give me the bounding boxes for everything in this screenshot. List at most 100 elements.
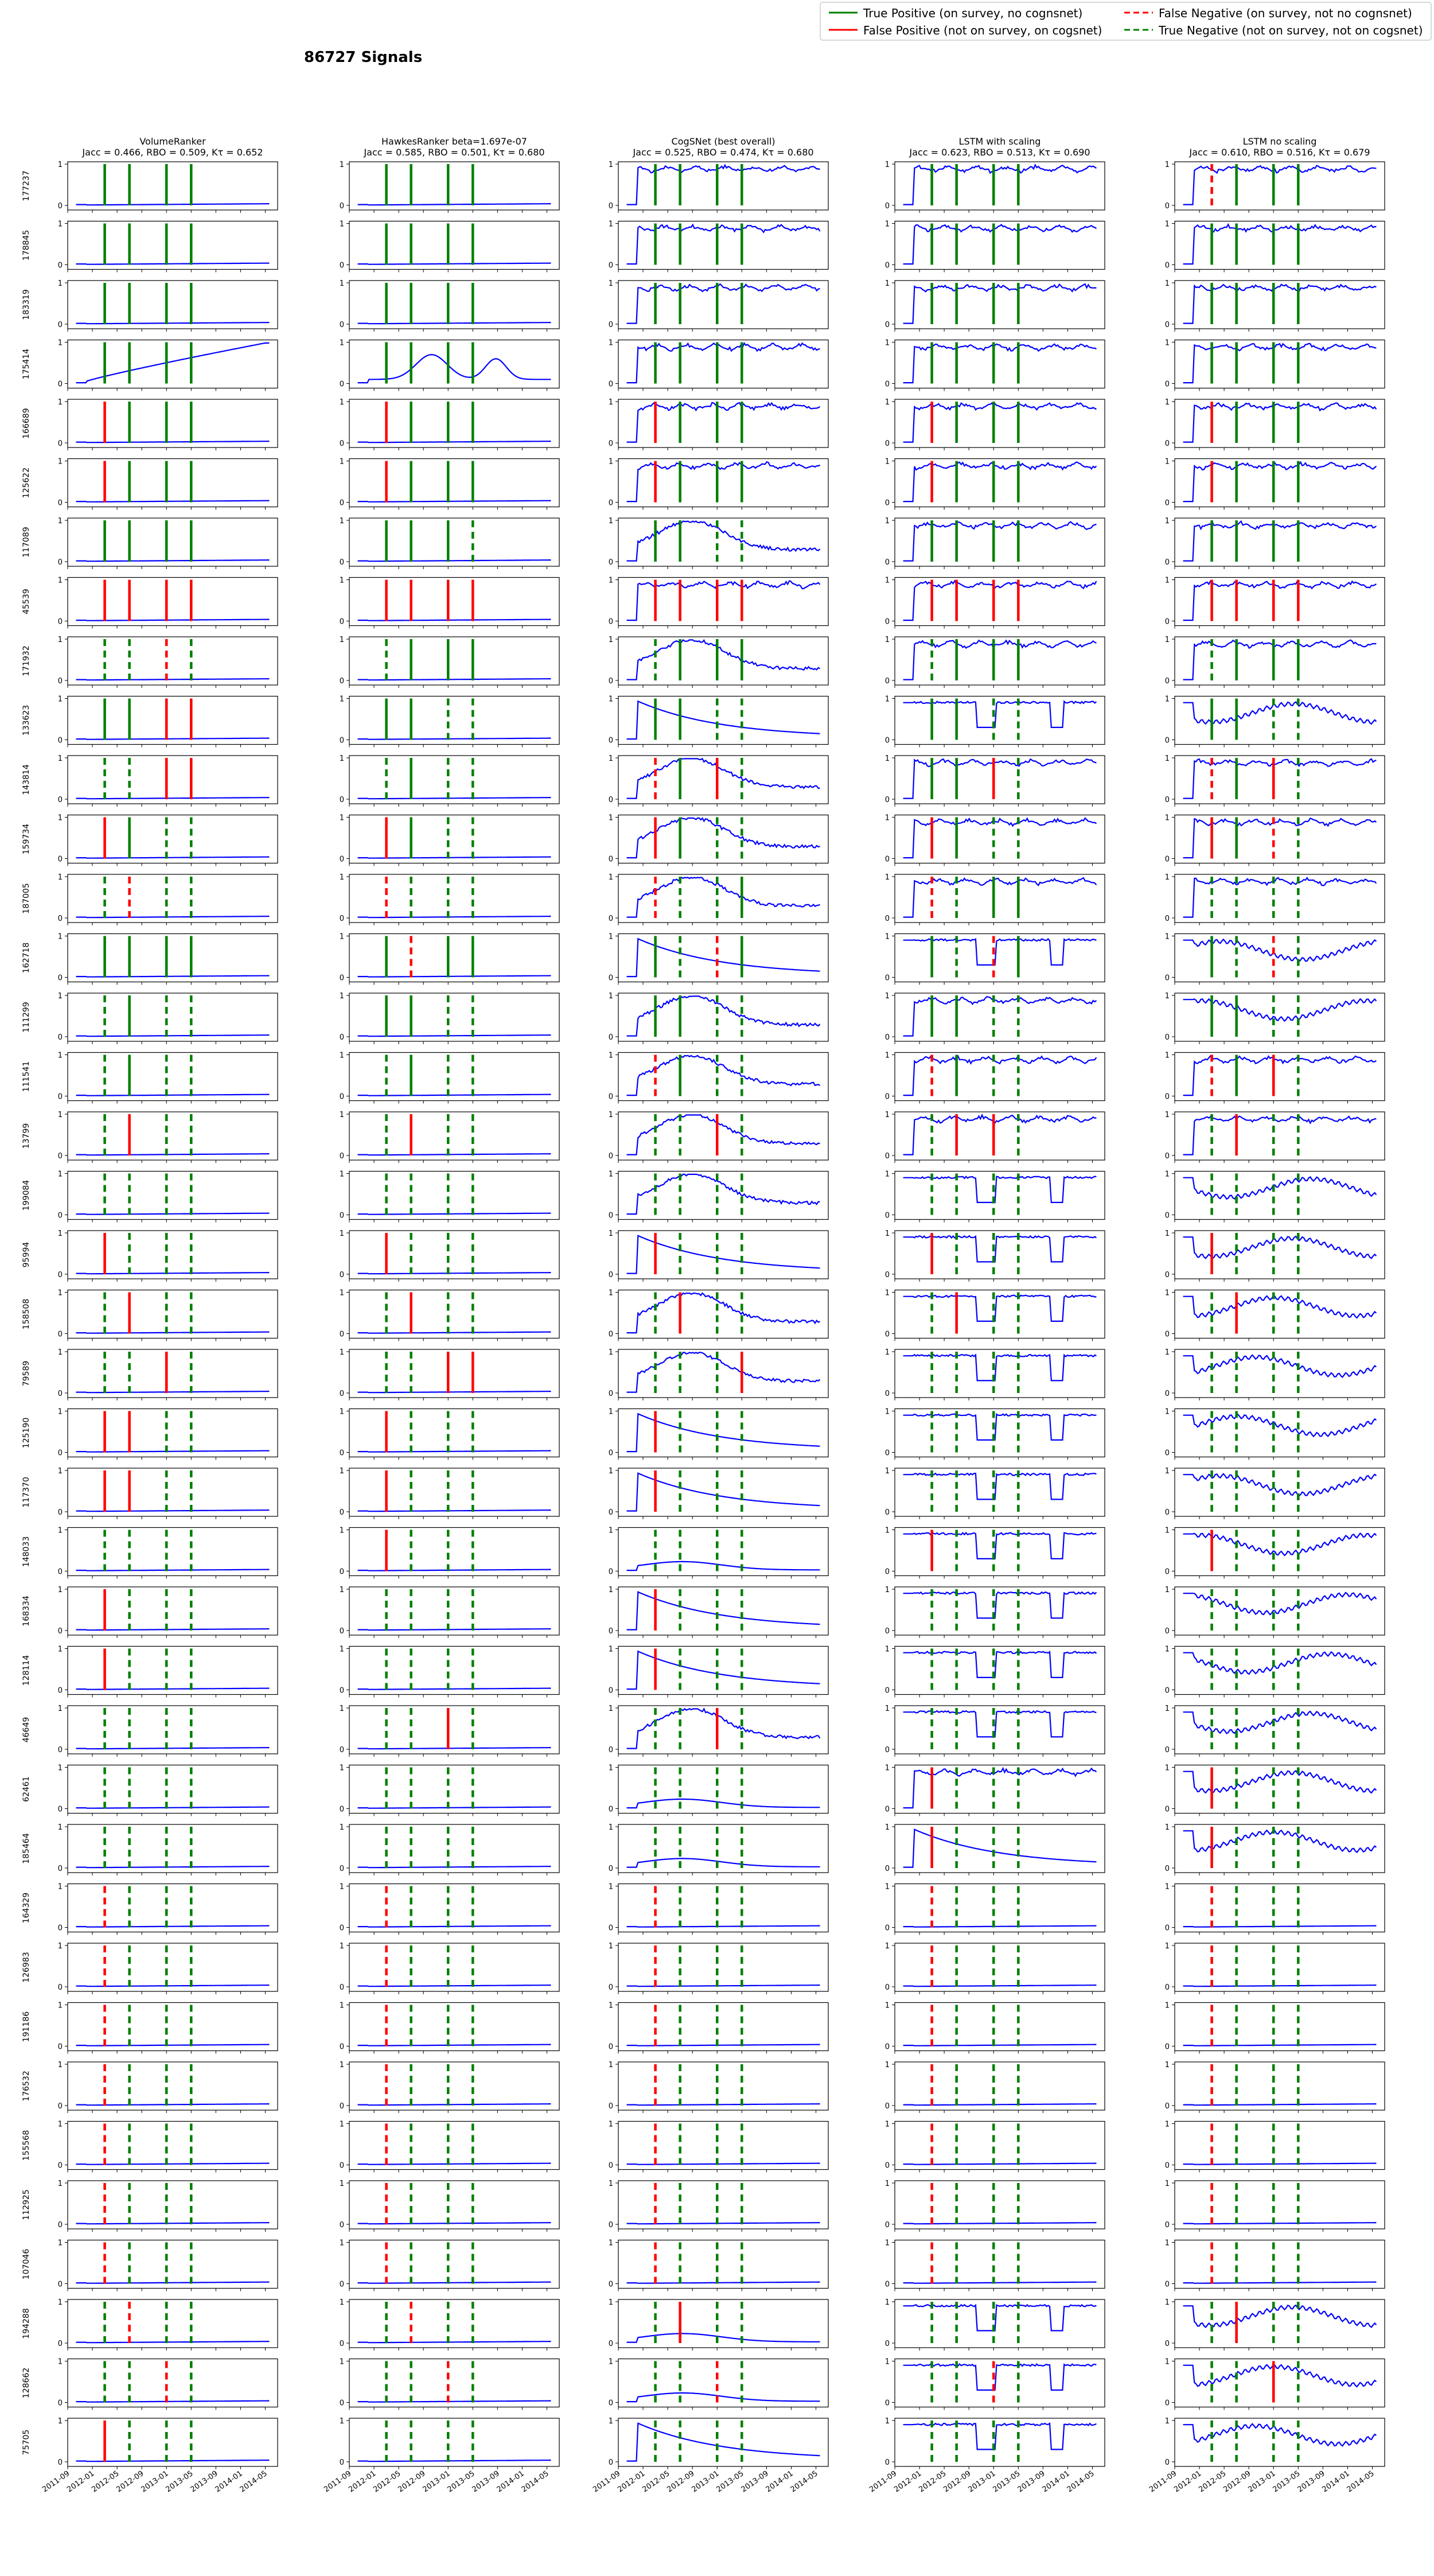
- y-tick-label: 1: [609, 1052, 613, 1060]
- y-tick-label: 0: [885, 1212, 890, 1220]
- y-tick-label: 1: [609, 2358, 613, 2367]
- y-tick-label: 1: [609, 933, 613, 941]
- subplot-r9-c0: 01: [58, 695, 278, 748]
- subplot-r28-c2: 01: [609, 1823, 829, 1875]
- axes-frame: [1174, 933, 1385, 983]
- axes-frame: [894, 1111, 1105, 1161]
- signal-line: [357, 1984, 551, 1987]
- axes-frame: [67, 1764, 278, 1814]
- axes-frame: [67, 814, 278, 864]
- x-tick-label: 2013-05: [1271, 2469, 1301, 2494]
- y-tick-label: 0: [340, 2102, 344, 2111]
- axes-frame: [618, 2239, 829, 2289]
- y-tick-label: 1: [1165, 161, 1170, 169]
- axes-frame: [894, 1349, 1105, 1398]
- axes-frame: [349, 339, 560, 389]
- y-tick-label: 1: [340, 1229, 344, 1238]
- y-tick-label: 0: [58, 202, 63, 211]
- axes-frame: [618, 933, 829, 983]
- axes-frame: [618, 2002, 829, 2052]
- y-tick-label: 1: [1165, 1289, 1170, 1298]
- signal-line: [1183, 2103, 1377, 2106]
- axes-frame: [67, 577, 278, 627]
- row-label: 148033: [22, 1536, 31, 1567]
- signal-line: [626, 580, 821, 621]
- subplot-r32-c2: 01: [609, 2061, 829, 2113]
- signal-line: [76, 1747, 270, 1750]
- signal-line: [357, 2222, 551, 2225]
- subplot-r7-c4: 01: [1165, 577, 1385, 629]
- signal-line: [626, 1352, 821, 1393]
- signal-line: [903, 1925, 1097, 1928]
- subplot-r11-c4: 01: [1165, 814, 1385, 866]
- signal-line: [903, 2044, 1097, 2046]
- subplot-r21-c0: 01: [58, 1408, 278, 1460]
- row-label: 183319: [22, 289, 31, 320]
- x-tick-label: 2013-01: [139, 2469, 170, 2494]
- subplot-r29-c3: 01: [885, 1883, 1105, 1935]
- axes-frame: [349, 695, 560, 745]
- y-tick-label: 1: [609, 2298, 613, 2307]
- column-stats: Jacc = 0.525, RBO = 0.474, Kτ = 0.680: [632, 147, 813, 158]
- axes-frame: [1174, 814, 1385, 864]
- signal-line: [903, 1650, 1097, 1678]
- y-tick-label: 1: [885, 2002, 890, 2010]
- y-tick-label: 0: [885, 796, 890, 804]
- y-tick-label: 1: [1165, 1764, 1170, 1773]
- y-tick-label: 0: [58, 439, 63, 448]
- axes-frame: [67, 755, 278, 804]
- subplot-r9-c3: 01: [885, 695, 1105, 748]
- x-tick-label: 2012-01: [65, 2469, 96, 2494]
- subplot-r27-c2: 01: [609, 1764, 829, 1816]
- axes-frame: [618, 1289, 829, 1339]
- y-tick-label: 1: [885, 1645, 890, 1654]
- y-tick-label: 0: [609, 499, 613, 508]
- axes-frame: [618, 993, 829, 1042]
- signal-line: [357, 1747, 551, 1750]
- subplot-r10-c2: 01: [609, 754, 829, 807]
- axes-frame: [349, 1052, 560, 1102]
- subplot-r22-c1: 01: [340, 1467, 560, 1519]
- legend-entry-1: False Negative (on survey, not no cognsn…: [1124, 6, 1412, 20]
- y-tick-label: 0: [885, 1983, 890, 1992]
- y-tick-label: 1: [58, 1111, 63, 1119]
- signal-line: [76, 1450, 270, 1453]
- subplot-r9-c4: 01: [1165, 695, 1385, 748]
- y-tick-label: 1: [340, 636, 344, 644]
- y-tick-label: 0: [1165, 737, 1170, 745]
- signal-line: [76, 618, 270, 621]
- signal-line: [626, 2162, 820, 2165]
- y-tick-label: 0: [885, 1271, 890, 1279]
- subplot-r20-c0: 01: [58, 1348, 278, 1400]
- signal-line: [626, 461, 820, 503]
- signal-line: [76, 1034, 270, 1037]
- subplot-r22-c4: 01: [1165, 1467, 1385, 1519]
- subplot-r18-c0: 01: [58, 1229, 278, 1282]
- signal-line: [626, 1412, 820, 1453]
- subplot-r31-c2: 01: [609, 2002, 829, 2054]
- axes-frame: [1174, 2061, 1385, 2111]
- row-label: 164329: [22, 1893, 31, 1923]
- signal-line: [626, 2281, 820, 2284]
- y-tick-label: 0: [58, 974, 63, 983]
- y-tick-label: 1: [609, 754, 613, 763]
- signal-line: [903, 995, 1097, 1037]
- subplot-r5-c2: 01: [609, 458, 829, 510]
- subplot-r0-c0: 01: [58, 161, 278, 213]
- y-tick-label: 1: [58, 1586, 63, 1594]
- subplot-r14-c2: 01: [609, 992, 829, 1044]
- row-label: 155568: [22, 2130, 31, 2161]
- row-label: 171932: [22, 645, 31, 676]
- signal-line: [76, 797, 270, 800]
- axes-frame: [1174, 2002, 1385, 2052]
- y-tick-label: 1: [340, 1705, 344, 1713]
- y-tick-label: 1: [609, 1170, 613, 1179]
- subplot-r8-c2: 01: [609, 636, 829, 688]
- subplot-r24-c3: 01: [885, 1586, 1105, 1638]
- y-tick-label: 0: [885, 1924, 890, 1933]
- signal-line: [903, 1054, 1097, 1096]
- axes-frame: [618, 1824, 829, 1873]
- y-tick-label: 0: [1165, 1687, 1170, 1695]
- row-label: 128662: [22, 2368, 31, 2398]
- x-tick-label: 2014-05: [1346, 2469, 1376, 2494]
